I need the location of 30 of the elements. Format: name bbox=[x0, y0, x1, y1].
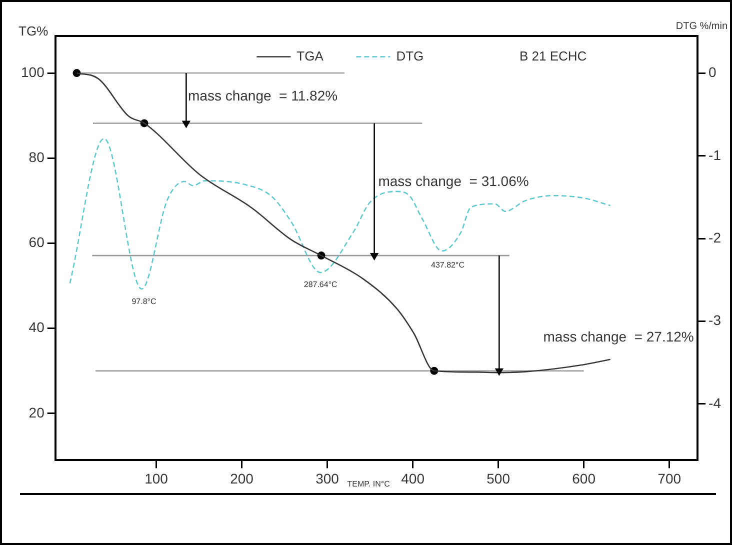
legend-label: DTG bbox=[396, 48, 424, 64]
annotation: 97.8°C bbox=[132, 297, 156, 306]
x-axis-title: TEMP. IN°C bbox=[347, 479, 390, 488]
y-tick-label: 20 bbox=[28, 404, 45, 420]
y-tick-label: 80 bbox=[28, 148, 45, 165]
y2-tick-label: 0 bbox=[708, 64, 717, 80]
x-tick-label: 700 bbox=[658, 470, 682, 486]
y-tick-label: 40 bbox=[28, 319, 45, 336]
annotation: mass change = 11.82% bbox=[188, 88, 338, 104]
annotation: 437.82°C bbox=[431, 260, 465, 270]
annotation: B 21 ECHC bbox=[519, 48, 587, 64]
y2-tick-label: -4 bbox=[708, 394, 722, 411]
x-tick-label: 300 bbox=[316, 470, 340, 486]
x-tick-label: 600 bbox=[572, 470, 596, 486]
annotation: 287.64°C bbox=[304, 280, 338, 289]
y2-tick-label: -2 bbox=[708, 229, 722, 246]
y-tick-label: 60 bbox=[28, 234, 45, 250]
y-axis-title: TG% bbox=[18, 24, 49, 39]
y-tick-label: 100 bbox=[21, 64, 45, 80]
legend-label: TGA bbox=[296, 48, 324, 64]
annotation: mass change = 31.06% bbox=[378, 173, 529, 190]
annotation: mass change = 27.12% bbox=[543, 328, 694, 344]
line-series bbox=[69, 138, 611, 290]
x-tick-label: 200 bbox=[230, 470, 254, 486]
y2-tick-label: -1 bbox=[708, 146, 722, 163]
y2-tick-label: -3 bbox=[708, 312, 722, 328]
x-tick-label: 100 bbox=[144, 470, 168, 486]
y2-axis-title: DTG %/min bbox=[676, 20, 728, 32]
x-tick-label: 400 bbox=[401, 470, 425, 486]
x-tick-label: 500 bbox=[486, 470, 510, 486]
